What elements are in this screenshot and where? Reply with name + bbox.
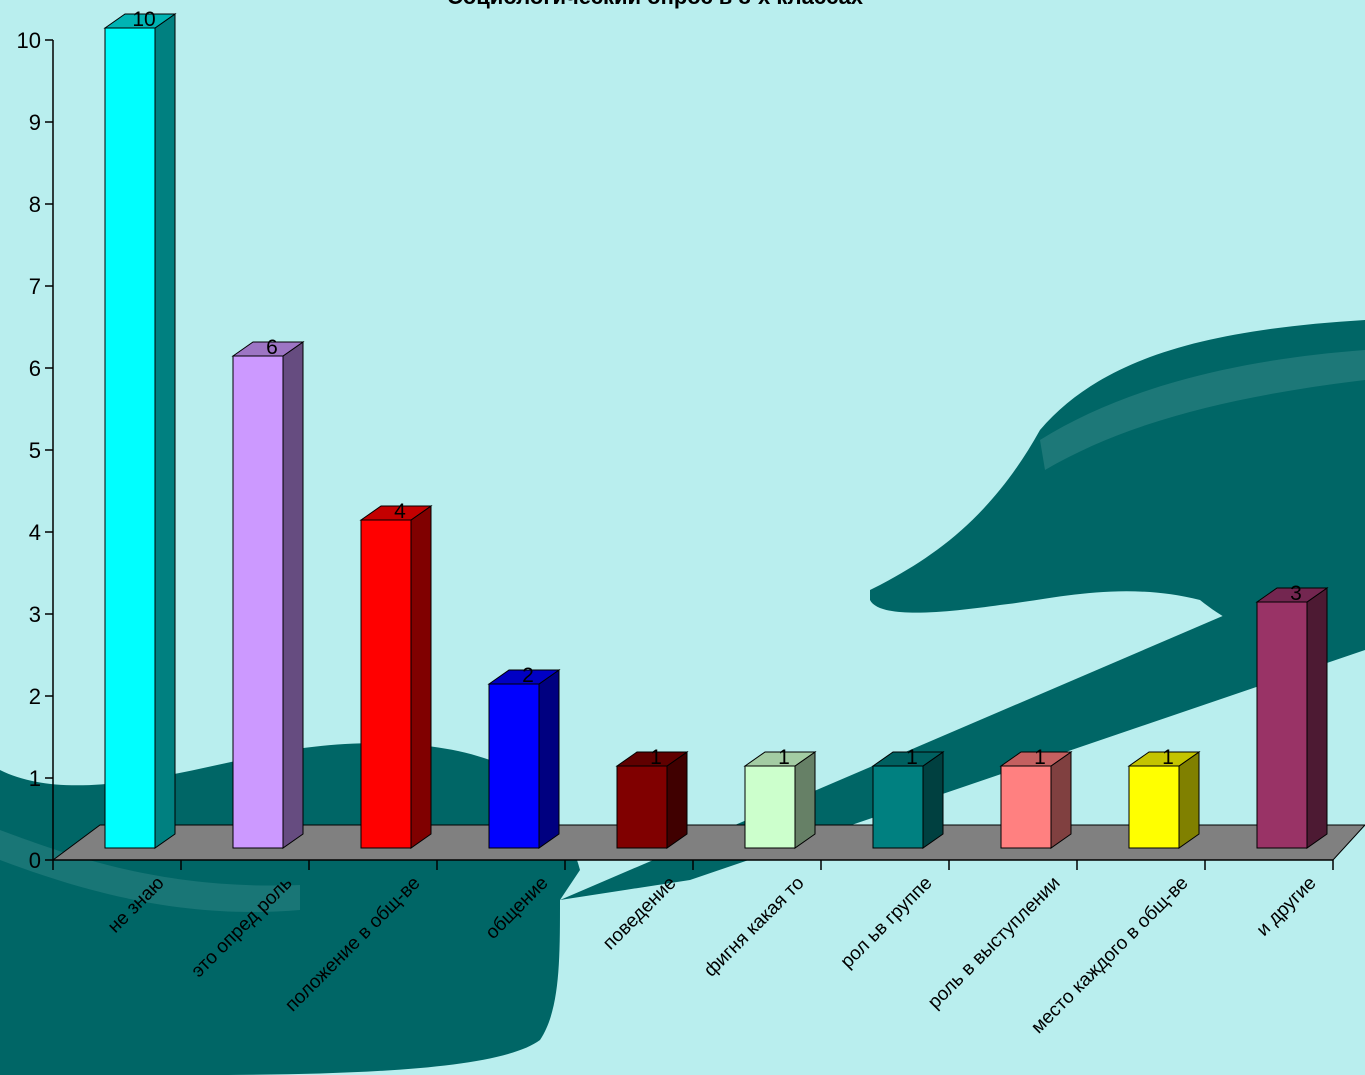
bar-value-label: 1 (1162, 746, 1174, 769)
bar-value-label: 1 (650, 746, 662, 769)
chart-title: Социологический опрос в 8-х классах (447, 0, 864, 9)
y-tick-label: 6 (29, 356, 41, 381)
bar-side-face (538, 669, 560, 849)
y-tick-label: 2 (29, 684, 41, 709)
category-label: рол ьв группе (837, 873, 937, 973)
bar-value-label: 1 (778, 746, 790, 769)
y-axis: 0 1 2 3 4 5 6 7 8 9 10 (17, 28, 54, 873)
bar-side-face (666, 751, 688, 849)
category-label: фигня какая то (700, 873, 809, 982)
bar-front-face (360, 519, 412, 849)
bar-8: 1 (999, 746, 1073, 849)
bar-front-face (104, 27, 156, 849)
bar-2: 6 (231, 336, 305, 849)
bar-front-face (616, 765, 668, 849)
bar-front-face (1128, 765, 1180, 849)
bar-7: 1 (871, 746, 945, 849)
bar-value-label: 1 (1034, 746, 1046, 769)
bar-side-face (1178, 751, 1200, 849)
category-label: и другие (1253, 873, 1321, 941)
y-tick-label: 5 (29, 438, 41, 463)
bar-value-label: 1 (906, 746, 918, 769)
category-label: роль в выступлении (924, 873, 1064, 1013)
bar-front-face (1000, 765, 1052, 849)
bar-5: 1 (615, 746, 689, 849)
bar-front-face (232, 355, 284, 849)
right-hand-highlight (1040, 350, 1365, 470)
bar-value-label: 4 (394, 500, 406, 523)
bar-front-face (1256, 601, 1308, 849)
bar-front-face (872, 765, 924, 849)
bar-9: 1 (1127, 746, 1201, 849)
y-tick-label: 8 (29, 192, 41, 217)
bar-6: 1 (743, 746, 817, 849)
bar-side-face (1050, 751, 1072, 849)
bar-side-face (154, 13, 176, 849)
x-axis (52, 859, 1334, 870)
bar-10: 3 (1255, 582, 1329, 849)
bar-3: 4 (359, 500, 433, 849)
y-tick-label: 1 (29, 766, 41, 791)
right-hand-shape (870, 320, 1365, 644)
bar-side-face (1306, 587, 1328, 849)
y-tick-label: 0 (29, 848, 41, 873)
bar-value-label: 2 (522, 664, 534, 687)
bar-value-label: 10 (132, 8, 155, 31)
y-axis-ticks: 0 1 2 3 4 5 6 7 8 9 10 (17, 28, 53, 873)
y-tick-label: 3 (29, 602, 41, 627)
y-tick-label: 4 (29, 520, 41, 545)
y-tick-label: 7 (29, 274, 41, 299)
left-hand-highlight (0, 830, 300, 912)
bar-series: 10 6 4 2 1 1 1 1 1 3 (103, 8, 1329, 849)
bar-side-face (282, 341, 304, 849)
bar-side-face (410, 505, 432, 849)
bar-value-label: 3 (1290, 582, 1302, 605)
bar-side-face (922, 751, 944, 849)
bar-front-face (488, 683, 540, 849)
y-tick-label: 9 (29, 110, 41, 135)
y-tick-label: 10 (17, 28, 41, 53)
bar-value-label: 6 (266, 336, 278, 359)
bar-front-face (744, 765, 796, 849)
bar-4: 2 (487, 664, 561, 849)
bar-side-face (794, 751, 816, 849)
bar-1: 10 (103, 8, 177, 849)
